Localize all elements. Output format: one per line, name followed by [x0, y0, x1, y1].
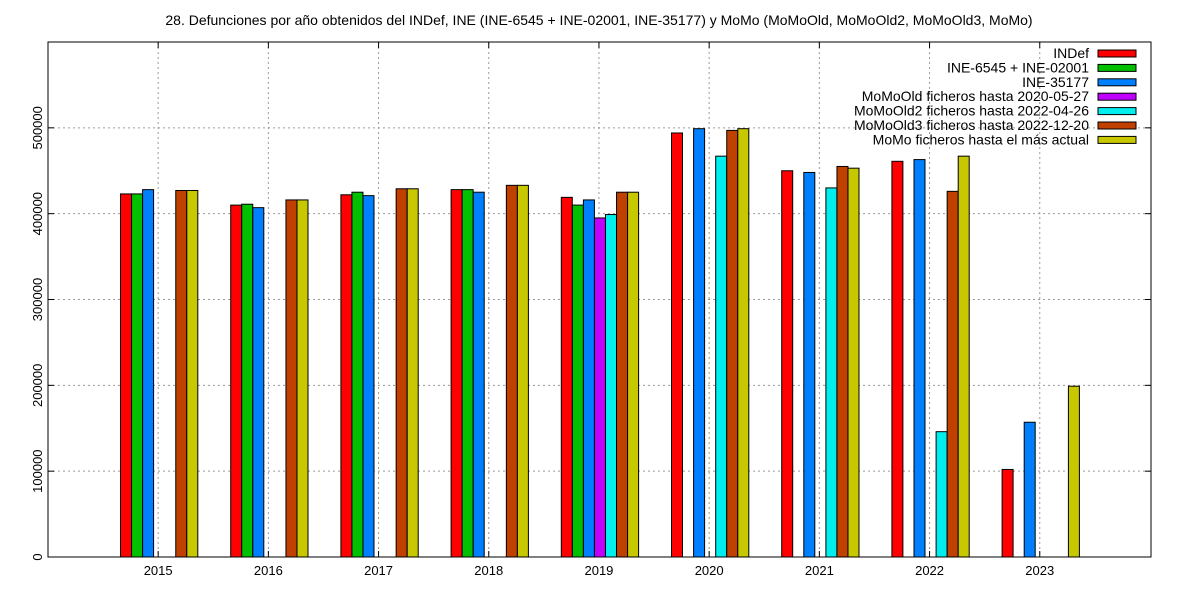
bar-2019-series-1	[571, 204, 584, 558]
chart-title: 28. Defunciones por año obtenidos del IN…	[165, 12, 1032, 28]
y-tick-label: 100000	[30, 449, 45, 492]
legend-swatch	[1097, 49, 1137, 58]
y-tick-label: 0	[30, 553, 45, 560]
legend-label: MoMo ficheros hasta el más actual	[873, 131, 1089, 147]
bar-2022-series-5	[946, 190, 959, 558]
x-axis-ticks: 2015 2016 2017 2018 2019 2020 2021 2022 2023	[144, 42, 1054, 578]
bar-2021-series-2	[803, 171, 816, 558]
bar-2016-series-2	[252, 207, 265, 558]
bar-2021-series-0	[781, 170, 794, 558]
bar-2020-series-2	[693, 128, 706, 558]
y-tick-label: 500000	[30, 106, 45, 149]
bar-2015-series-1	[131, 193, 144, 558]
x-tick-label: 2023	[1025, 563, 1054, 578]
bar-2019-series-5	[616, 191, 629, 558]
legend-label: MoMoOld3 ficheros hasta 2022-12-20	[854, 117, 1089, 133]
bar-2017-series-1	[351, 191, 364, 558]
legend-label: MoMoOld ficheros hasta 2020-05-27	[862, 88, 1089, 104]
x-tick-label: 2022	[915, 563, 944, 578]
bar-2020-series-0	[671, 132, 683, 558]
bar-2022-series-6	[957, 155, 970, 558]
bar-2017-series-5	[395, 188, 408, 558]
bar-2019-series-2	[582, 199, 595, 558]
bar-2019-series-3	[593, 217, 606, 558]
bar-2016-series-5	[285, 199, 298, 558]
legend-label: INDef	[1053, 45, 1089, 61]
bar-2020-series-5	[726, 129, 739, 558]
bar-2015-series-0	[120, 193, 132, 558]
bar-2018-series-1	[461, 189, 474, 558]
bar-2023-series-2	[1023, 421, 1036, 558]
bar-2015-series-5	[175, 189, 188, 558]
bar-2022-series-0	[891, 160, 904, 558]
bar-2021-series-4	[825, 187, 838, 558]
bars	[120, 128, 1080, 558]
bar-2017-series-0	[340, 194, 353, 558]
x-tick-label: 2016	[254, 563, 283, 578]
bar-2022-series-4	[935, 431, 948, 558]
x-tick-label: 2017	[364, 563, 393, 578]
bar-2019-series-0	[560, 196, 573, 558]
y-tick-label: 200000	[30, 364, 45, 407]
bar-2018-series-5	[505, 184, 518, 558]
bar-2016-series-0	[230, 204, 243, 558]
legend-swatch	[1097, 107, 1137, 116]
bar-2019-series-4	[605, 214, 617, 558]
bar-2020-series-4	[715, 155, 728, 558]
legend-swatch	[1097, 92, 1137, 101]
bar-2023-series-6	[1067, 385, 1080, 558]
bar-2018-series-2	[472, 191, 485, 558]
legend-label: MoMoOld2 ficheros hasta 2022-04-26	[854, 103, 1089, 119]
bar-2023-series-0	[1001, 468, 1014, 558]
x-tick-label: 2015	[144, 563, 173, 578]
bar-2015-series-2	[142, 189, 155, 558]
x-tick-label: 2020	[695, 563, 724, 578]
bar-2017-series-6	[406, 188, 419, 558]
legend-label: INE-6545 + INE-02001	[947, 59, 1089, 75]
bar-2021-series-5	[836, 165, 849, 558]
bar-2016-series-6	[296, 199, 309, 558]
bar-2016-series-1	[241, 203, 254, 558]
legend-label: INE-35177	[1022, 74, 1089, 90]
bar-2019-series-6	[627, 191, 640, 558]
legend-swatch	[1097, 135, 1137, 144]
legend-swatch	[1097, 63, 1137, 72]
y-tick-label: 400000	[30, 192, 45, 235]
legend-swatch	[1097, 78, 1137, 87]
bar-2017-series-2	[362, 195, 375, 558]
x-tick-label: 2019	[584, 563, 613, 578]
legend-swatch	[1097, 121, 1137, 130]
y-tick-label: 300000	[30, 278, 45, 321]
bar-2021-series-6	[847, 167, 860, 558]
bar-2022-series-2	[913, 159, 926, 558]
y-axis-ticks: 0 100000 200000 300000 400000 500000	[30, 106, 1151, 561]
x-tick-label: 2021	[805, 563, 834, 578]
x-tick-label: 2018	[474, 563, 503, 578]
bar-2018-series-6	[516, 184, 529, 558]
plot-frame	[47, 41, 1152, 558]
bar-2018-series-0	[450, 189, 463, 558]
bar-2015-series-6	[186, 189, 199, 558]
bar-2020-series-6	[737, 128, 750, 558]
